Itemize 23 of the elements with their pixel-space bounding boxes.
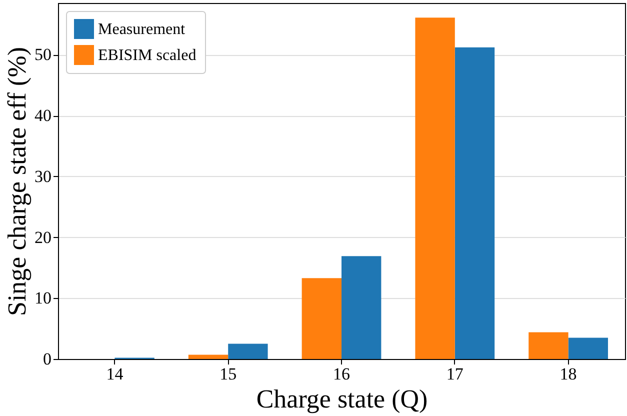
bar <box>228 344 268 359</box>
bar <box>302 278 342 359</box>
x-tick-label: 15 <box>220 364 237 384</box>
x-tick-label: 18 <box>560 364 577 384</box>
bar <box>528 332 568 359</box>
x-axis-title: Charge state (Q) <box>256 384 428 414</box>
y-tick-label: 50 <box>34 45 52 64</box>
x-tick-label: 17 <box>446 364 464 384</box>
bar <box>188 354 228 359</box>
y-tick-label: 10 <box>34 288 52 308</box>
legend-label: Measurement <box>98 21 186 38</box>
y-tick-label: 30 <box>34 166 52 186</box>
y-tick-label: 0 <box>43 350 52 368</box>
y-tick-label: 40 <box>34 106 52 126</box>
bar <box>568 338 608 359</box>
bar <box>415 18 455 359</box>
y-tick-label: 20 <box>34 228 52 247</box>
bar <box>454 47 495 359</box>
legend-label: EBISIM scaled <box>98 47 196 64</box>
y-axis-title: Singe charge state eff (%) <box>2 46 32 316</box>
bar <box>342 256 382 359</box>
x-tick-label: 16 <box>333 364 350 384</box>
x-tick-label: 14 <box>106 364 124 384</box>
